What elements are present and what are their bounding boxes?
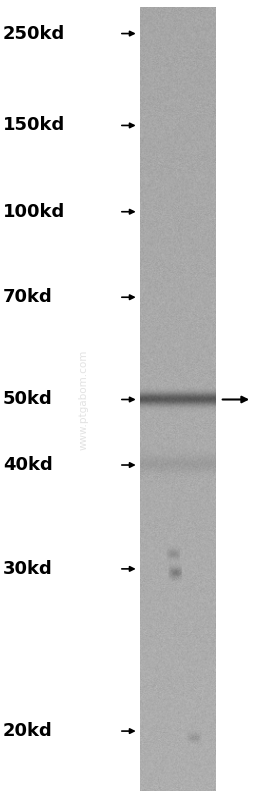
Text: 250kd: 250kd — [3, 25, 65, 42]
Text: 150kd: 150kd — [3, 117, 65, 134]
Text: www.ptgabom.com: www.ptgabom.com — [79, 349, 89, 450]
Text: 30kd: 30kd — [3, 560, 53, 578]
Text: 70kd: 70kd — [3, 288, 53, 306]
Text: 50kd: 50kd — [3, 391, 53, 408]
Text: 40kd: 40kd — [3, 456, 53, 474]
Text: 100kd: 100kd — [3, 203, 65, 221]
Text: 20kd: 20kd — [3, 722, 53, 740]
